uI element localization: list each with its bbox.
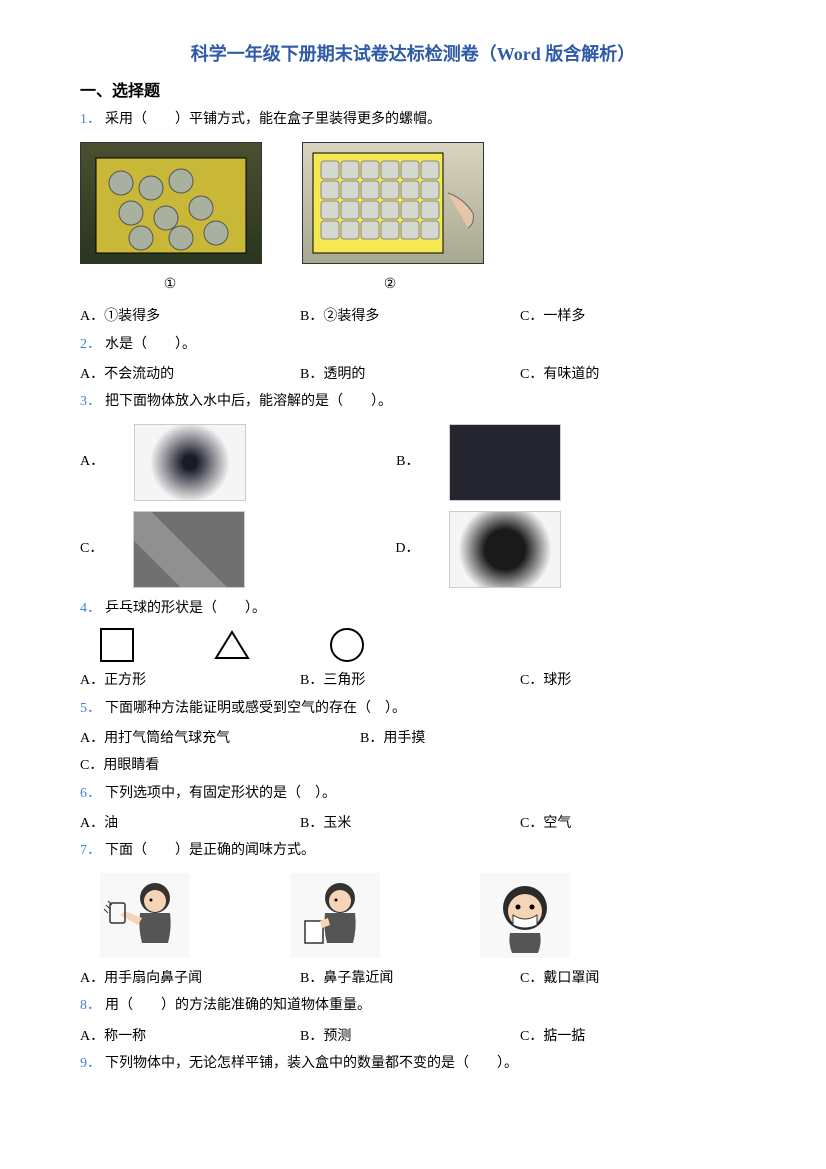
qtext: 把下面物体放入水中后，能溶解的是（ ）。 [105,394,392,409]
option-a: A．用手扇向鼻子闻 [80,968,300,990]
q1-images [80,142,746,264]
q4-shapes [80,628,746,662]
question-2: 2． 水是（ ）。 [80,334,746,356]
circle-icon [330,628,364,662]
option-c: C．一样多 [520,306,585,328]
option-c: C．用眼睛看 [80,755,159,777]
option-a: A．正方形 [80,670,300,692]
question-1: 1． 采用（ ）平铺方式，能在盒子里装得更多的螺帽。 [80,109,746,131]
qnum: 5． [80,701,101,716]
question-4: 4． 乒乓球的形状是（ ）。 [80,598,746,620]
qtext: 下面哪种方法能证明或感受到空气的存在（ ）。 [105,701,406,716]
label-2: ② [300,274,480,296]
option-b: B． [396,451,419,473]
q7-images [80,873,746,958]
q1-labels: ① ② [80,274,746,296]
qnum: 2． [80,337,101,352]
qnum: 1． [80,112,101,127]
image-person-fanning [100,873,190,958]
qtext: 下面（ ）是正确的闻味方式。 [105,843,315,858]
q6-options: A．油 B．玉米 C．空气 [80,813,746,835]
option-a: A．①装得多 [80,306,300,328]
qtext: 下列选项中，有固定形状的是（ ）。 [105,786,336,801]
image-nuts-scattered [80,142,262,264]
option-a: A．不会流动的 [80,364,300,386]
image-nuts-arranged [302,142,484,264]
option-b: B．玉米 [300,813,520,835]
qtext: 采用（ ）平铺方式，能在盒子里装得更多的螺帽。 [105,112,441,127]
label-1: ① [80,274,260,296]
option-c: C．掂一掂 [520,1026,585,1048]
q2-options: A．不会流动的 B．透明的 C．有味道的 [80,364,746,386]
question-3: 3． 把下面物体放入水中后，能溶解的是（ ）。 [80,391,746,413]
qnum: 9． [80,1056,101,1071]
square-icon [100,628,134,662]
qtext: 乒乓球的形状是（ ）。 [105,601,266,616]
option-a: A．称一称 [80,1026,300,1048]
image-person-mask [480,873,570,958]
qnum: 7． [80,843,101,858]
image-beads [134,424,246,501]
q8-options: A．称一称 B．预测 C．掂一掂 [80,1026,746,1048]
q7-options: A．用手扇向鼻子闻 B．鼻子靠近闻 C．戴口罩闻 [80,968,746,990]
qtext: 下列物体中，无论怎样平铺，装入盒中的数量都不变的是（ ）。 [105,1056,518,1071]
option-b: B．三角形 [300,670,520,692]
question-8: 8． 用（ ）的方法能准确的知道物体重量。 [80,995,746,1017]
option-b: B．透明的 [300,364,520,386]
triangle-icon [214,630,250,660]
question-5: 5． 下面哪种方法能证明或感受到空气的存在（ ）。 [80,698,746,720]
option-c: C． [80,538,103,560]
q1-options: A．①装得多 B．②装得多 C．一样多 [80,306,746,328]
option-c: C．空气 [520,813,571,835]
option-c: C．球形 [520,670,571,692]
qnum: 8． [80,998,101,1013]
question-7: 7． 下面（ ）是正确的闻味方式。 [80,840,746,862]
option-b: B．预测 [300,1026,520,1048]
option-d: D． [395,538,419,560]
option-b: B．鼻子靠近闻 [300,968,520,990]
option-a: A． [80,451,104,473]
q4-options: A．正方形 B．三角形 C．球形 [80,670,746,692]
image-dark-pieces [449,511,561,588]
q3-row1: A． B． [80,424,746,501]
option-c: C．戴口罩闻 [520,968,599,990]
option-a: A．用打气筒给气球充气 [80,728,360,750]
qnum: 3． [80,394,101,409]
image-person-close-smell [290,873,380,958]
qnum: 6． [80,786,101,801]
option-c: C．有味道的 [520,364,599,386]
section-header: 一、选择题 [80,79,746,105]
qtext: 用（ ）的方法能准确的知道物体重量。 [105,998,371,1013]
q5-options-row1: A．用打气筒给气球充气 B．用手摸 [80,728,746,750]
image-cubes [133,511,245,588]
option-b: B．用手摸 [360,728,425,750]
qtext: 水是（ ）。 [105,337,196,352]
q3-row2: C． D． [80,511,746,588]
q5-options-row2: C．用眼睛看 [80,755,746,777]
question-9: 9． 下列物体中，无论怎样平铺，装入盒中的数量都不变的是（ ）。 [80,1053,746,1075]
page-title: 科学一年级下册期末试卷达标检测卷（Word 版含解析） [80,40,746,69]
option-a: A．油 [80,813,300,835]
qnum: 4． [80,601,101,616]
question-6: 6． 下列选项中，有固定形状的是（ ）。 [80,783,746,805]
option-b: B．②装得多 [300,306,520,328]
image-dark-chunks [449,424,561,501]
